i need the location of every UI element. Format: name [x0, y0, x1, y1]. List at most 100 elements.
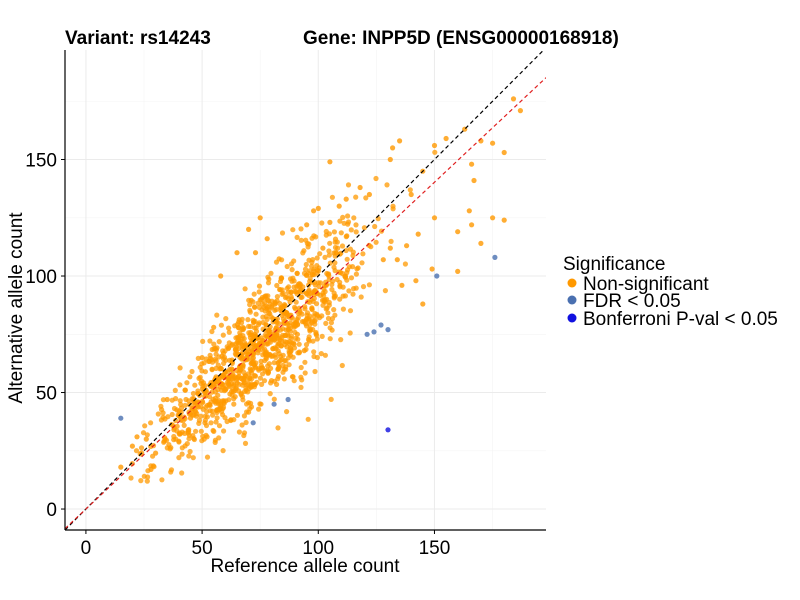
point-non-significant — [296, 341, 302, 347]
point-non-significant — [314, 354, 320, 361]
point-non-significant — [220, 412, 226, 418]
point-non-significant — [297, 308, 303, 314]
point-non-significant — [324, 296, 330, 302]
point-non-significant — [324, 270, 330, 277]
point-non-significant — [394, 257, 400, 263]
point-non-significant — [298, 226, 304, 232]
point-non-significant — [327, 240, 333, 246]
point-fdr — [271, 401, 277, 407]
point-non-significant — [257, 215, 263, 221]
point-non-significant — [291, 341, 297, 347]
point-non-significant — [501, 217, 507, 223]
chart-title-gene: Gene: INPP5D (ENSG00000168918) — [303, 28, 619, 49]
point-non-significant — [311, 288, 317, 294]
point-non-significant — [331, 307, 337, 313]
point-non-significant — [309, 318, 316, 324]
point-non-significant — [190, 433, 196, 439]
point-non-significant — [209, 389, 215, 395]
axes: 0 50 100 150 0 50 100 150 — [25, 50, 546, 559]
point-non-significant — [323, 320, 329, 326]
point-non-significant — [284, 285, 290, 291]
point-non-significant — [295, 281, 301, 287]
point-non-significant — [387, 245, 393, 251]
point-non-significant — [223, 316, 229, 322]
point-non-significant — [265, 280, 272, 286]
point-non-significant — [258, 358, 264, 364]
point-non-significant — [243, 419, 249, 426]
point-non-significant — [200, 338, 206, 344]
point-non-significant — [187, 448, 193, 455]
point-non-significant — [279, 312, 285, 319]
point-non-significant — [291, 284, 297, 290]
point-non-significant — [339, 362, 345, 369]
legend-title: Significance — [563, 254, 665, 275]
point-non-significant — [220, 384, 226, 390]
point-non-significant — [384, 182, 390, 188]
point-non-significant — [283, 320, 289, 326]
point-non-significant — [407, 187, 413, 193]
point-non-significant — [239, 326, 245, 332]
point-non-significant — [270, 346, 276, 352]
point-non-significant — [288, 289, 294, 296]
point-non-significant — [268, 314, 274, 320]
point-non-significant — [226, 325, 232, 331]
point-non-significant — [280, 369, 286, 375]
point-non-significant — [429, 266, 435, 272]
point-non-significant — [350, 253, 356, 259]
point-non-significant — [234, 321, 240, 328]
point-non-significant — [478, 240, 484, 246]
point-non-significant — [303, 261, 309, 268]
point-non-significant — [310, 338, 316, 344]
point-non-significant — [469, 222, 475, 228]
point-non-significant — [327, 159, 333, 165]
point-non-significant — [219, 353, 225, 359]
point-non-significant — [298, 364, 304, 371]
point-non-significant — [294, 234, 300, 240]
point-non-significant — [315, 280, 321, 286]
point-non-significant — [265, 363, 271, 369]
point-non-significant — [346, 288, 352, 294]
point-non-significant — [299, 294, 305, 300]
point-non-significant — [270, 353, 276, 359]
point-non-significant — [234, 380, 240, 386]
point-non-significant — [138, 478, 144, 484]
point-non-significant — [276, 256, 282, 262]
point-non-significant — [216, 375, 222, 381]
point-non-significant — [315, 205, 321, 211]
point-non-significant — [311, 208, 317, 214]
point-non-significant — [238, 320, 245, 326]
point-non-significant — [214, 312, 220, 318]
point-non-significant — [192, 403, 198, 409]
point-non-significant — [246, 226, 252, 232]
point-non-significant — [244, 409, 250, 415]
legend-swatch-bonferroni — [567, 313, 577, 323]
point-non-significant — [302, 306, 308, 312]
point-non-significant — [302, 266, 309, 272]
point-non-significant — [245, 317, 251, 323]
point-non-significant — [313, 329, 319, 336]
point-non-significant — [302, 359, 308, 365]
point-non-significant — [327, 336, 333, 342]
point-non-significant — [332, 244, 339, 251]
point-non-significant — [275, 348, 281, 354]
point-non-significant — [242, 286, 248, 292]
point-non-significant — [267, 391, 273, 397]
point-non-significant — [213, 358, 219, 364]
point-non-significant — [226, 329, 232, 335]
point-non-significant — [271, 378, 277, 384]
point-non-significant — [244, 357, 250, 363]
point-non-significant — [372, 223, 378, 230]
point-non-significant — [351, 215, 357, 221]
point-non-significant — [490, 140, 496, 146]
point-non-significant — [342, 274, 349, 280]
point-non-significant — [173, 396, 179, 402]
point-non-significant — [304, 312, 310, 318]
point-non-significant — [311, 349, 317, 355]
point-non-significant — [177, 382, 183, 388]
point-non-significant — [161, 438, 167, 444]
point-non-significant — [214, 345, 220, 351]
point-non-significant — [271, 360, 277, 366]
point-non-significant — [189, 368, 195, 375]
point-non-significant — [166, 442, 172, 448]
point-non-significant — [274, 298, 280, 304]
